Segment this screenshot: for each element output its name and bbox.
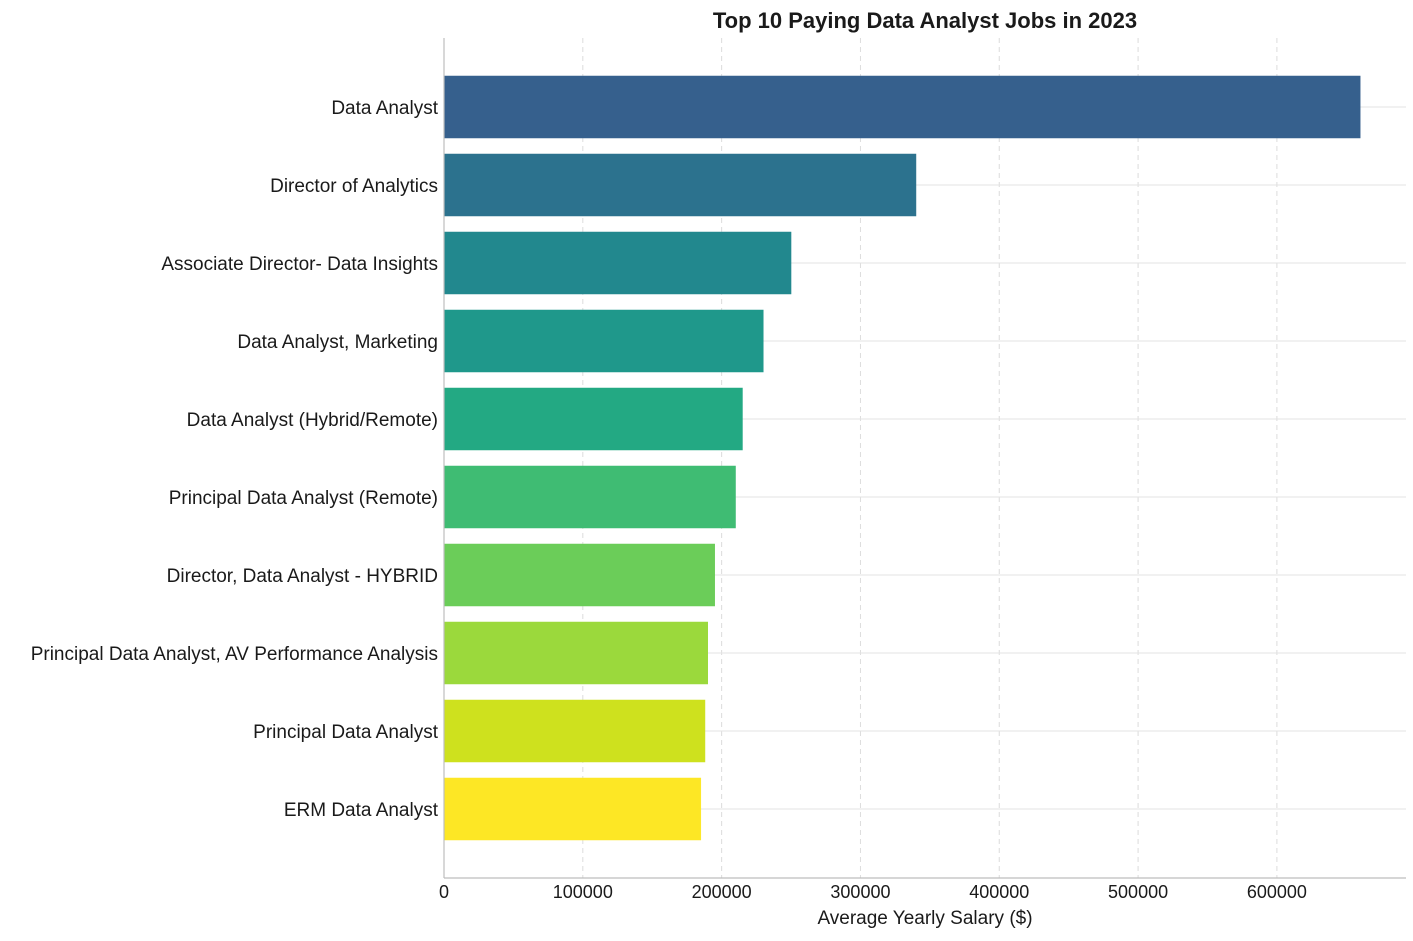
axes bbox=[443, 38, 1406, 879]
bar bbox=[443, 75, 1361, 139]
x-tick-label: 400000 bbox=[969, 882, 1029, 902]
x-tick-label: 0 bbox=[439, 882, 449, 902]
bar bbox=[443, 465, 736, 529]
y-tick-label: Principal Data Analyst bbox=[253, 722, 439, 743]
x-tick-labels: 0 100000 200000 300000 400000 500000 600000 bbox=[439, 882, 1307, 902]
x-tick-label: 100000 bbox=[553, 882, 613, 902]
x-tick-label: 200000 bbox=[692, 882, 752, 902]
bars bbox=[443, 75, 1361, 841]
bar bbox=[443, 543, 715, 607]
chart-title: Top 10 Paying Data Analyst Jobs in 2023 bbox=[713, 8, 1137, 33]
bar bbox=[443, 309, 764, 373]
y-tick-label: Director of Analytics bbox=[270, 176, 438, 197]
y-tick-label: Associate Director- Data Insights bbox=[161, 254, 438, 275]
x-axis-label: Average Yearly Salary ($) bbox=[817, 908, 1032, 929]
y-tick-label: Data Analyst (Hybrid/Remote) bbox=[187, 410, 438, 431]
bar bbox=[443, 777, 702, 841]
bar bbox=[443, 231, 792, 295]
bar bbox=[443, 153, 917, 217]
x-tick-label: 300000 bbox=[830, 882, 890, 902]
y-tick-label: Data Analyst, Marketing bbox=[237, 332, 438, 353]
bar bbox=[443, 387, 743, 451]
y-tick-label: Principal Data Analyst, AV Performance A… bbox=[31, 644, 438, 665]
bar bbox=[443, 621, 709, 685]
y-tick-label: Data Analyst bbox=[331, 98, 438, 119]
x-tick-label: 600000 bbox=[1247, 882, 1307, 902]
x-tick-label: 500000 bbox=[1108, 882, 1168, 902]
y-tick-label: Principal Data Analyst (Remote) bbox=[169, 488, 438, 509]
bar bbox=[443, 699, 706, 763]
y-tick-label: Director, Data Analyst - HYBRID bbox=[167, 566, 438, 587]
y-tick-label: ERM Data Analyst bbox=[284, 800, 439, 821]
category-labels: Data Analyst Director of Analytics Associa… bbox=[31, 98, 439, 821]
